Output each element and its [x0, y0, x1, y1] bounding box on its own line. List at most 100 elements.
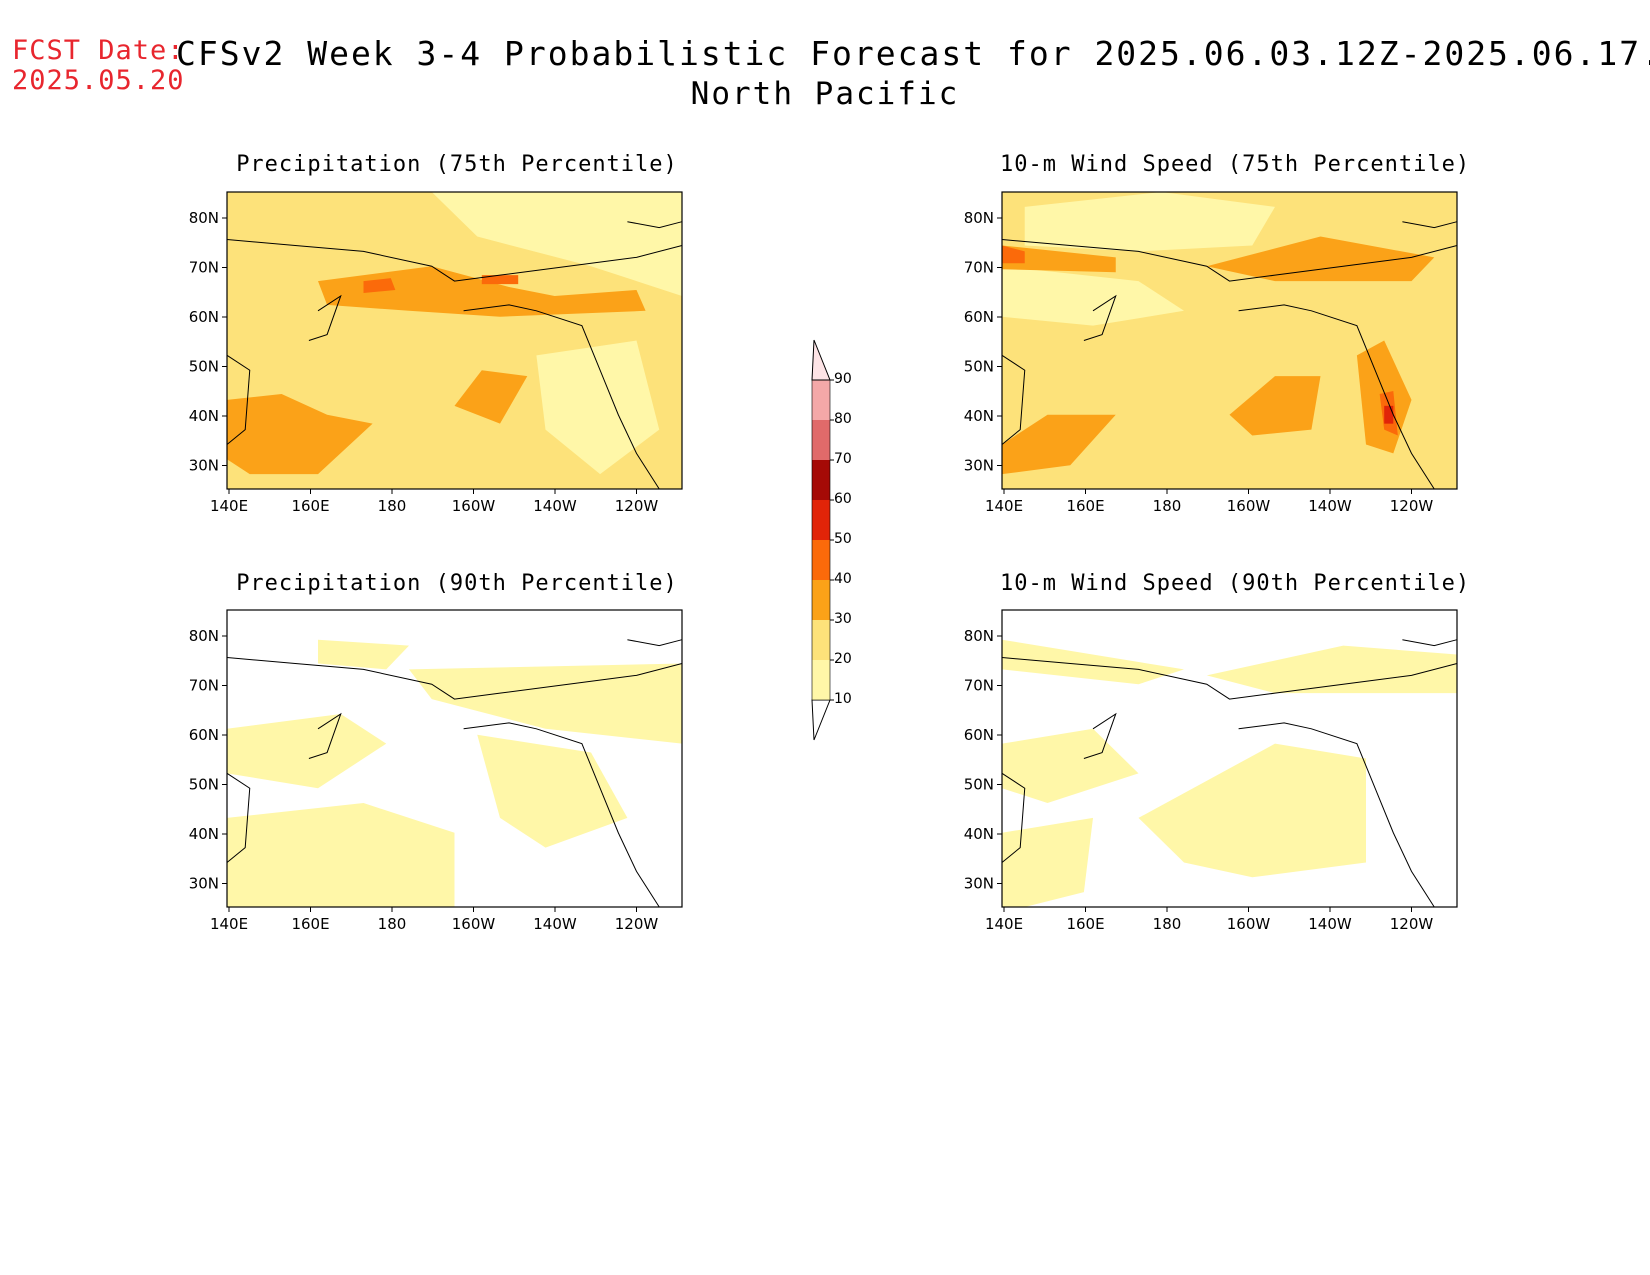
colorbar-segment — [812, 580, 830, 620]
probability-shading — [454, 370, 528, 424]
lon-label: 140W — [533, 497, 577, 515]
colorbar-lower-arrow — [811, 699, 831, 741]
map-shading — [1002, 639, 1457, 907]
coastline — [1001, 354, 1026, 445]
probability-shading — [1002, 266, 1184, 326]
colorbar-level-label: 70 — [834, 451, 852, 467]
lon-label: 140W — [533, 915, 577, 933]
coastline — [627, 221, 683, 229]
probability-shading — [227, 803, 455, 907]
fcst-date-value: 2025.05.20 — [12, 65, 185, 96]
colorbar-level-label: 20 — [834, 651, 852, 667]
probability-shading — [227, 393, 373, 475]
coastline — [1402, 221, 1458, 229]
forecast-date-label: FCST Date: 2025.05.20 — [12, 36, 185, 96]
probability-shading — [431, 192, 682, 296]
probability-shading — [1384, 405, 1394, 424]
lon-label: 160W — [452, 915, 496, 933]
lat-label: 70N — [189, 259, 219, 277]
map-precip-75th: 80N 70N 60N 50N 40N 30N 140E 160E 180 160W 140W 120… — [189, 191, 683, 515]
coastline — [1001, 239, 1458, 282]
lat-label: 30N — [964, 875, 994, 893]
probability-shading — [409, 663, 682, 744]
probability-shading — [227, 713, 387, 789]
lon-label: 140E — [210, 915, 248, 933]
coastline — [1083, 294, 1117, 341]
probability-shading — [318, 639, 409, 670]
probability-shading — [536, 340, 660, 475]
coastline — [1238, 304, 1435, 490]
lat-label: 50N — [189, 358, 219, 376]
map-shading — [227, 192, 682, 489]
lat-label: 50N — [964, 358, 994, 376]
colorbar-segment — [812, 500, 830, 540]
map-shading — [227, 639, 682, 907]
lat-label: 60N — [189, 726, 219, 744]
map-precip-90th: 80N 70N 60N 50N 40N 30N 140E 160E 180 160W 140W 120… — [189, 609, 683, 933]
lat-label: 80N — [189, 209, 219, 227]
coastline — [1001, 772, 1026, 863]
lon-label: 120W — [1390, 497, 1434, 515]
lat-label: 70N — [189, 677, 219, 695]
probability-shading — [363, 278, 396, 293]
coastline — [1001, 657, 1458, 700]
map-wind-90th: 80N 70N 60N 50N 40N 30N 140E 160E 180 160W 140W 120… — [964, 609, 1458, 933]
lon-label: 160W — [1227, 915, 1271, 933]
region-subtitle: North Pacific — [690, 76, 960, 112]
colorbar-level-label: 40 — [834, 571, 852, 587]
lon-label: 140E — [985, 915, 1023, 933]
map-wind-75th: 80N 70N 60N 50N 40N 30N 140E 160E 180 160W 140W 120… — [964, 191, 1458, 515]
panel-title-precip75: Precipitation (75th Percentile) — [236, 152, 678, 177]
map-frame — [226, 191, 683, 490]
lat-label: 60N — [964, 308, 994, 326]
lon-label: 160E — [1066, 497, 1104, 515]
colorbar-level-label: 80 — [834, 411, 852, 427]
colorbar-level-label: 50 — [834, 531, 852, 547]
colorbar-segment — [812, 540, 830, 580]
probability-shading — [1002, 817, 1093, 907]
lon-label: 140W — [1308, 497, 1352, 515]
lat-label: 40N — [964, 825, 994, 843]
coastline — [627, 639, 683, 647]
probability-shading — [477, 734, 628, 848]
panel-title-wind90: 10-m Wind Speed (90th Percentile) — [1000, 571, 1471, 596]
colorbar-segment — [812, 380, 830, 420]
lon-label: 160E — [291, 497, 329, 515]
colorbar-level-label: 90 — [834, 371, 852, 387]
probability-shading — [1002, 245, 1025, 264]
lat-label: 70N — [964, 259, 994, 277]
lat-label: 30N — [189, 875, 219, 893]
lat-label: 70N — [964, 677, 994, 695]
colorbar-segment — [812, 620, 830, 660]
lon-label: 180 — [378, 497, 407, 515]
coastline — [226, 239, 683, 282]
colorbar — [811, 339, 834, 741]
lat-label: 80N — [964, 627, 994, 645]
colorbar-upper-arrow — [811, 339, 831, 381]
lat-label: 50N — [189, 776, 219, 794]
coastline — [463, 722, 660, 908]
probability-shading — [1138, 743, 1366, 878]
map-frame — [1001, 609, 1458, 908]
lat-label: 60N — [964, 726, 994, 744]
lon-label: 140E — [210, 497, 248, 515]
lon-label: 160W — [452, 497, 496, 515]
lon-label: 140E — [985, 497, 1023, 515]
lon-label: 120W — [615, 915, 659, 933]
lon-label: 180 — [1153, 497, 1182, 515]
lat-label: 60N — [189, 308, 219, 326]
probability-shading — [1229, 376, 1321, 436]
colorbar-segment — [812, 420, 830, 460]
colorbar-segment — [812, 460, 830, 500]
colorbar-segment — [812, 660, 830, 700]
lat-label: 80N — [964, 209, 994, 227]
coastline — [1402, 639, 1458, 647]
lon-label: 120W — [1390, 915, 1434, 933]
lon-label: 160E — [291, 915, 329, 933]
coastline — [308, 712, 342, 759]
map-shading — [1002, 192, 1457, 489]
coastline — [226, 772, 251, 863]
probability-shading — [1002, 639, 1184, 685]
coastline — [308, 294, 342, 341]
colorbar-level-label: 30 — [834, 611, 852, 627]
